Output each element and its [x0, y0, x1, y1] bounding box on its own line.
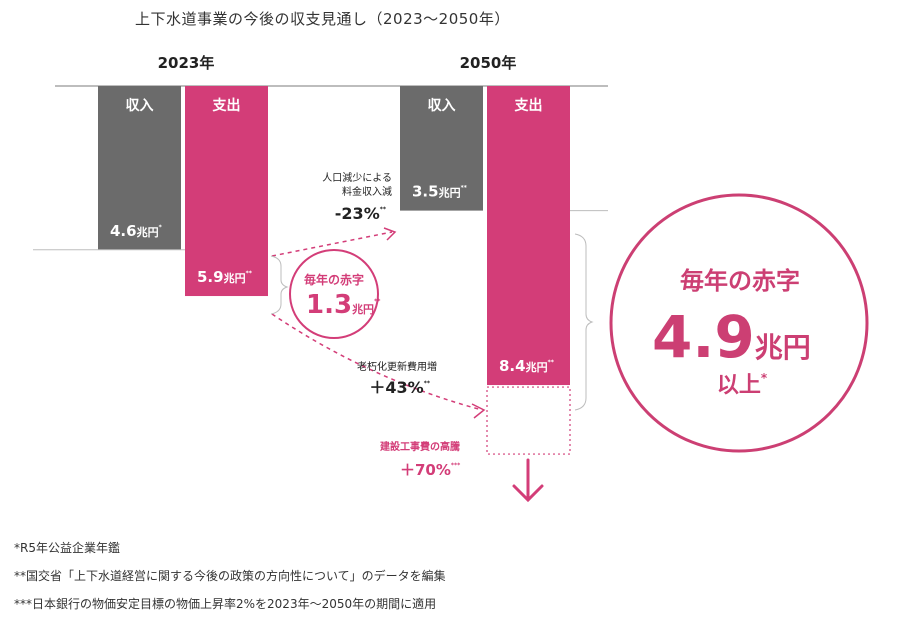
- annotation-population-line2: 料金収入減: [342, 185, 392, 198]
- bar-series-label-0-0: 収入: [126, 97, 154, 114]
- brace-2050: [574, 233, 594, 411]
- annotation-aging-line1: 老朽化更新費用増: [357, 360, 437, 373]
- bar-series-label-1-0: 収入: [428, 97, 456, 114]
- deficit-2023-circle: [289, 249, 379, 339]
- group-label-1: 2050年: [460, 54, 517, 72]
- extra-cost-block: [486, 386, 571, 455]
- bar-value-label-0-0: 4.6兆円*: [110, 222, 163, 240]
- brace-2023: [270, 255, 289, 315]
- footnote-3: ***日本銀行の物価安定目標の物価上昇率2%を2023年〜2050年の期間に適用: [14, 597, 437, 611]
- bar-series-label-0-1: 支出: [212, 97, 241, 114]
- bar-series-label-1-1: 支出: [514, 97, 543, 114]
- bar-value-label-1-0: 3.5兆円**: [412, 183, 468, 201]
- arrow-population-head-icon: [383, 227, 397, 241]
- deficit-2050-value: 4.9兆円: [652, 303, 811, 371]
- bar-value-label-0-1: 5.9兆円**: [197, 268, 253, 286]
- bar-1-1: [487, 86, 570, 386]
- down-arrow-icon: [512, 458, 544, 503]
- deficit-2050-label: 毎年の赤字: [680, 267, 800, 295]
- deficit-2023-label: 毎年の赤字: [304, 272, 364, 287]
- deficit-2023-value: 1.3兆円**: [306, 290, 381, 320]
- arrow-aging-line: [271, 313, 483, 411]
- deficit-2050-suffix: 以上*: [717, 371, 768, 398]
- footnote-2: **国交省「上下水道経営に関する今後の政策の方向性について」のデータを編集: [14, 569, 446, 583]
- bar-0-1: [185, 86, 268, 297]
- bar-value-label-1-1: 8.4兆円**: [499, 357, 555, 375]
- footnote-1: *R5年公益企業年鑑: [14, 541, 120, 555]
- extra-cost-value: ＋70%***: [400, 461, 461, 479]
- bar-1-0: [400, 86, 483, 211]
- arrow-aging-head-icon: [471, 403, 486, 419]
- deficit-2050-circle: [609, 193, 869, 453]
- chart-title: 上下水道事業の今後の収支見通し（2023〜2050年）: [135, 10, 510, 28]
- group-label-0: 2023年: [158, 54, 215, 72]
- annotation-population-line1: 人口減少による: [322, 171, 392, 184]
- annotation-aging-value: ＋43%**: [369, 378, 430, 397]
- extra-cost-label: 建設工事費の高騰: [379, 440, 461, 453]
- bar-0-0: [98, 86, 181, 250]
- annotation-population-value: -23%**: [335, 204, 387, 223]
